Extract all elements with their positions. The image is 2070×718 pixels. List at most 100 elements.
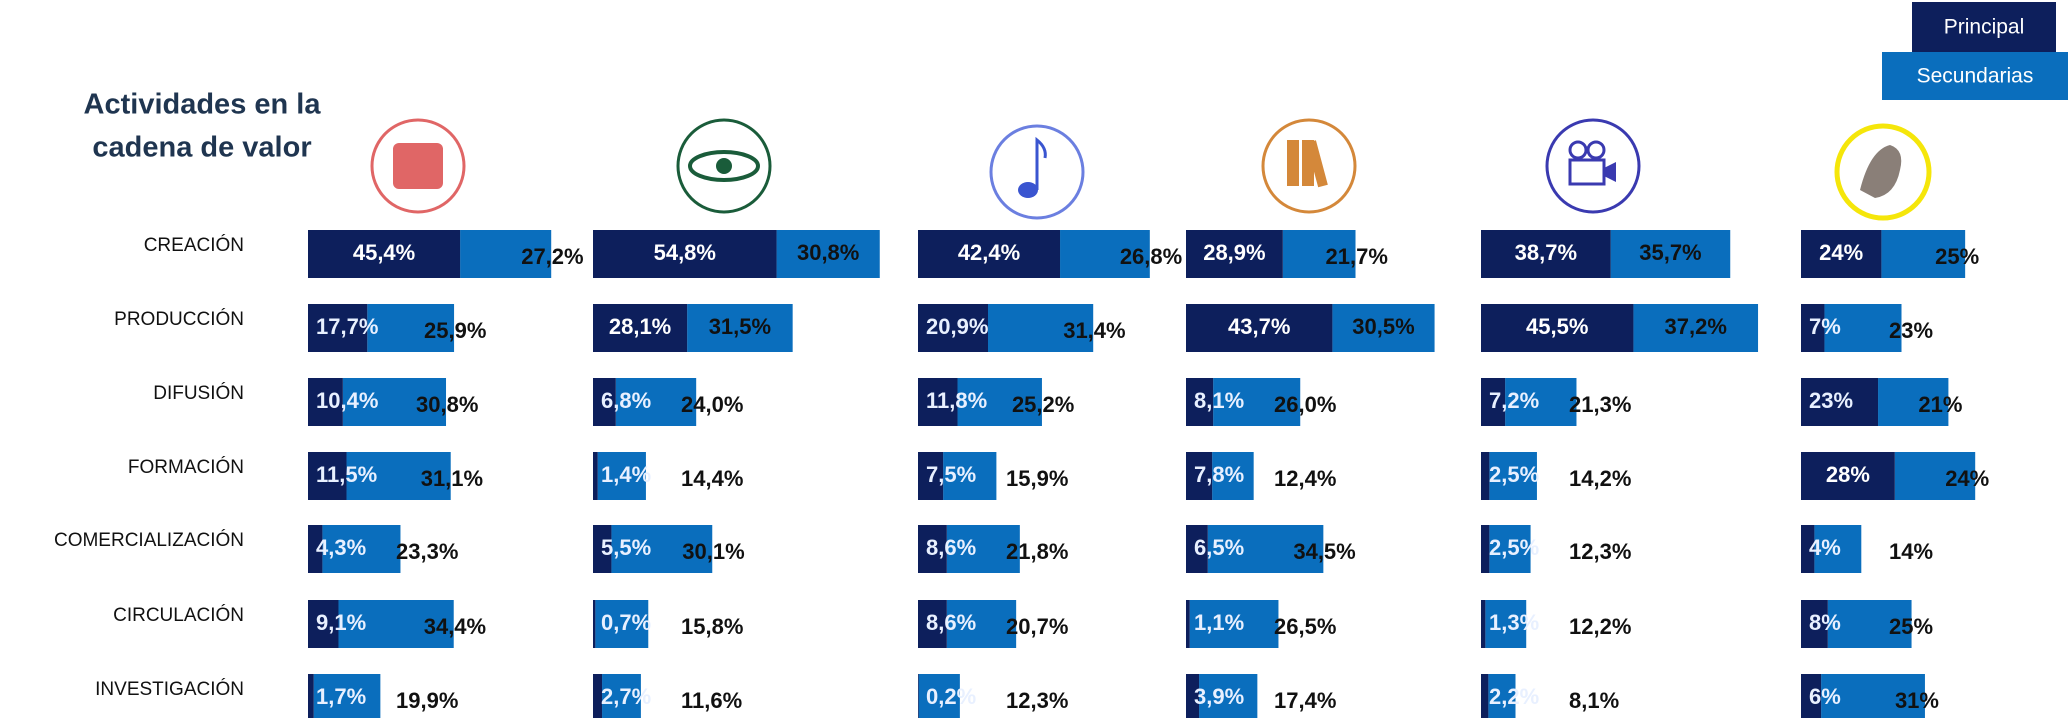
bar-secondary xyxy=(1282,230,1356,278)
value-label: 21% xyxy=(1918,392,1962,417)
bar-secondary xyxy=(322,525,401,573)
bar-secondary xyxy=(1332,304,1435,352)
bar-secondary xyxy=(957,378,1042,426)
value-label: 11,6% xyxy=(681,688,742,713)
bar-principal xyxy=(918,230,1061,278)
icon-ring xyxy=(1545,118,1641,214)
value-label: 37,2% xyxy=(1665,314,1727,339)
value-label: 15,8% xyxy=(681,614,743,639)
bar-principal xyxy=(918,600,947,648)
bar-principal xyxy=(1801,452,1895,500)
bar-principal xyxy=(918,304,989,352)
bar-secondary xyxy=(943,452,997,500)
bar-principal xyxy=(593,378,616,426)
value-label: 34,5% xyxy=(1293,539,1355,564)
bar-secondary xyxy=(1489,452,1537,500)
value-label: 8,6% xyxy=(926,610,976,635)
bar-principal xyxy=(918,525,947,573)
value-label: 25% xyxy=(1889,614,1933,639)
bar-secondary xyxy=(1814,525,1862,573)
value-label: 12,4% xyxy=(1274,466,1336,491)
value-label: 21,7% xyxy=(1326,244,1388,269)
bar-secondary xyxy=(1489,525,1531,573)
icon-hands xyxy=(1860,145,1902,198)
value-label: 23% xyxy=(1809,388,1853,413)
value-label: 21,8% xyxy=(1006,539,1068,564)
value-label: 8,1% xyxy=(1194,388,1244,413)
value-label: 7% xyxy=(1809,314,1841,339)
bar-secondary xyxy=(1894,452,1976,500)
bar-secondary xyxy=(615,378,697,426)
value-label: 31,1% xyxy=(421,466,483,491)
bar-principal xyxy=(918,452,944,500)
value-label: 14,4% xyxy=(681,466,743,491)
value-label: 4% xyxy=(1809,535,1841,560)
bar-principal xyxy=(918,378,958,426)
value-label: 42,4% xyxy=(958,240,1020,265)
legend-label: Secundarias xyxy=(1917,65,2034,88)
value-label: 10,4% xyxy=(316,388,378,413)
icon-eye xyxy=(688,150,760,182)
bar-principal xyxy=(308,600,339,648)
icons xyxy=(370,118,1932,221)
icon-camera xyxy=(1568,158,1606,186)
value-label: 15,9% xyxy=(1006,466,1068,491)
bar-principal xyxy=(1801,304,1825,352)
value-label: 24% xyxy=(1945,466,1989,491)
icon-books xyxy=(1306,140,1328,188)
category-label: CIRCULACIÓN xyxy=(113,604,244,626)
icon-camera xyxy=(1604,162,1616,182)
value-label: 0,7% xyxy=(601,610,651,635)
bar-secondary xyxy=(918,674,960,718)
value-label: 30,8% xyxy=(416,392,478,417)
legend-label: Principal xyxy=(1944,16,2025,39)
value-label: 1,3% xyxy=(1489,610,1539,635)
value-label: 8% xyxy=(1809,610,1841,635)
value-label: 12,3% xyxy=(1569,539,1631,564)
bar-principal xyxy=(918,674,919,718)
bar-principal xyxy=(1481,600,1486,648)
bar-principal xyxy=(593,452,598,500)
value-label: 26,0% xyxy=(1274,392,1336,417)
bar-principal xyxy=(1801,230,1882,278)
bar-principal xyxy=(1186,452,1213,500)
bar-principal xyxy=(308,674,314,718)
value-label: 34,4% xyxy=(424,614,486,639)
chart-title: cadena de valor xyxy=(92,132,311,164)
value-label: 25,2% xyxy=(1012,392,1074,417)
value-label: 2,5% xyxy=(1489,535,1539,560)
bar-secondary xyxy=(1213,378,1301,426)
value-label: 30,1% xyxy=(682,539,744,564)
bar-secondary xyxy=(1488,674,1516,718)
value-label: 45,4% xyxy=(353,240,415,265)
icon-theatre xyxy=(393,143,443,189)
value-label: 9,1% xyxy=(316,610,366,635)
legend-swatch xyxy=(1912,2,2056,52)
bar-secondary xyxy=(988,304,1094,352)
bar-principal xyxy=(1186,304,1333,352)
value-label: 8,6% xyxy=(926,535,976,560)
value-label: 7,5% xyxy=(926,462,976,487)
value-label: 54,8% xyxy=(654,240,716,265)
bar-secondary xyxy=(946,600,1017,648)
value-label: 1,7% xyxy=(316,684,366,709)
bar-principal xyxy=(1186,378,1214,426)
value-label: 24,0% xyxy=(681,392,743,417)
category-label: INVESTIGACIÓN xyxy=(95,678,244,700)
chart-title: Actividades en la xyxy=(84,89,322,121)
bar-secondary xyxy=(602,674,641,718)
legend-swatch xyxy=(1882,52,2068,100)
bar-secondary xyxy=(1610,230,1731,278)
value-label: 7,8% xyxy=(1194,462,1244,487)
category-label: CREACIÓN xyxy=(144,234,244,256)
value-label: 26,8% xyxy=(1120,244,1182,269)
value-label: 31,4% xyxy=(1063,318,1125,343)
value-label: 14% xyxy=(1889,539,1933,564)
icon-camera xyxy=(1568,140,1588,160)
bar-secondary xyxy=(1060,230,1150,278)
value-label: 28,1% xyxy=(609,314,671,339)
bar-principal xyxy=(1801,525,1815,573)
bar-secondary xyxy=(1485,600,1527,648)
value-label: 12,2% xyxy=(1569,614,1631,639)
